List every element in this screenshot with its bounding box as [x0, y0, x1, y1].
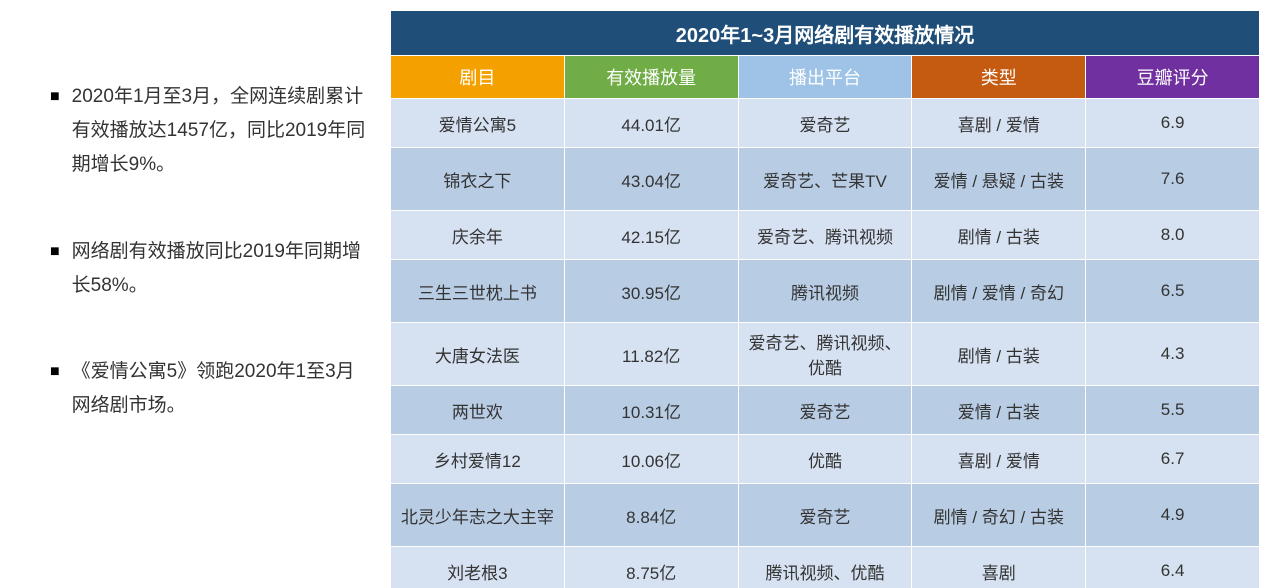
table-cell: 乡村爱情12	[391, 435, 565, 484]
table-cell: 刘老根3	[391, 547, 565, 588]
table-cell: 4.3	[1086, 323, 1260, 386]
table-cell: 43.04亿	[564, 148, 738, 211]
bullet-list: ■ 2020年1月至3月，全网连续剧累计有效播放达1457亿，同比2019年同期…	[0, 10, 390, 588]
table-cell: 10.06亿	[564, 435, 738, 484]
table-cell: 爱奇艺	[738, 99, 912, 148]
table-cell: 剧情 / 奇幻 / 古装	[912, 484, 1086, 547]
column-header: 有效播放量	[564, 56, 738, 99]
table-title: 2020年1~3月网络剧有效播放情况	[391, 11, 1260, 56]
bullet-text: 网络剧有效播放同比2019年同期增长58%。	[72, 235, 370, 303]
table-cell: 8.75亿	[564, 547, 738, 588]
table-row: 两世欢10.31亿爱奇艺爱情 / 古装5.5	[391, 386, 1260, 435]
table-cell: 42.15亿	[564, 211, 738, 260]
table-cell: 6.4	[1086, 547, 1260, 588]
table-cell: 爱奇艺	[738, 386, 912, 435]
table-cell: 剧情 / 古装	[912, 211, 1086, 260]
table-row: 锦衣之下43.04亿爱奇艺、芒果TV爱情 / 悬疑 / 古装7.6	[391, 148, 1260, 211]
table-cell: 大唐女法医	[391, 323, 565, 386]
table-row: 北灵少年志之大主宰8.84亿爱奇艺剧情 / 奇幻 / 古装4.9	[391, 484, 1260, 547]
column-header: 类型	[912, 56, 1086, 99]
table-header-row: 剧目有效播放量播出平台类型豆瓣评分	[391, 56, 1260, 99]
table-body: 爱情公寓544.01亿爱奇艺喜剧 / 爱情6.9锦衣之下43.04亿爱奇艺、芒果…	[391, 99, 1260, 588]
table-cell: 喜剧 / 爱情	[912, 99, 1086, 148]
square-bullet-icon: ■	[50, 235, 60, 269]
table-cell: 4.9	[1086, 484, 1260, 547]
table-cell: 11.82亿	[564, 323, 738, 386]
column-header: 豆瓣评分	[1086, 56, 1260, 99]
table-cell: 腾讯视频	[738, 260, 912, 323]
table-cell: 三生三世枕上书	[391, 260, 565, 323]
table-container: 2020年1~3月网络剧有效播放情况 剧目有效播放量播出平台类型豆瓣评分 爱情公…	[390, 10, 1280, 588]
table-cell: 爱情公寓5	[391, 99, 565, 148]
table-row: 大唐女法医11.82亿爱奇艺、腾讯视频、优酷剧情 / 古装4.3	[391, 323, 1260, 386]
table-cell: 6.7	[1086, 435, 1260, 484]
table-cell: 爱奇艺、腾讯视频、优酷	[738, 323, 912, 386]
table-cell: 8.84亿	[564, 484, 738, 547]
table-cell: 44.01亿	[564, 99, 738, 148]
table-title-row: 2020年1~3月网络剧有效播放情况	[391, 11, 1260, 56]
bullet-item: ■ 《爱情公寓5》领跑2020年1至3月网络剧市场。	[50, 355, 370, 423]
table-cell: 剧情 / 古装	[912, 323, 1086, 386]
webdrama-table: 2020年1~3月网络剧有效播放情况 剧目有效播放量播出平台类型豆瓣评分 爱情公…	[390, 10, 1260, 588]
table-cell: 剧情 / 爱情 / 奇幻	[912, 260, 1086, 323]
table-cell: 庆余年	[391, 211, 565, 260]
column-header: 剧目	[391, 56, 565, 99]
page-root: ■ 2020年1月至3月，全网连续剧累计有效播放达1457亿，同比2019年同期…	[0, 0, 1280, 588]
table-cell: 优酷	[738, 435, 912, 484]
table-row: 爱情公寓544.01亿爱奇艺喜剧 / 爱情6.9	[391, 99, 1260, 148]
table-row: 乡村爱情1210.06亿优酷喜剧 / 爱情6.7	[391, 435, 1260, 484]
table-cell: 6.5	[1086, 260, 1260, 323]
table-row: 庆余年42.15亿爱奇艺、腾讯视频剧情 / 古装8.0	[391, 211, 1260, 260]
bullet-text: 《爱情公寓5》领跑2020年1至3月网络剧市场。	[72, 355, 370, 423]
table-cell: 5.5	[1086, 386, 1260, 435]
bullet-item: ■ 2020年1月至3月，全网连续剧累计有效播放达1457亿，同比2019年同期…	[50, 80, 370, 183]
table-cell: 爱情 / 悬疑 / 古装	[912, 148, 1086, 211]
table-cell: 7.6	[1086, 148, 1260, 211]
table-cell: 30.95亿	[564, 260, 738, 323]
table-cell: 两世欢	[391, 386, 565, 435]
table-cell: 爱奇艺	[738, 484, 912, 547]
table-cell: 喜剧 / 爱情	[912, 435, 1086, 484]
table-row: 刘老根38.75亿腾讯视频、优酷喜剧6.4	[391, 547, 1260, 588]
square-bullet-icon: ■	[50, 80, 60, 114]
table-cell: 爱奇艺、芒果TV	[738, 148, 912, 211]
table-cell: 爱情 / 古装	[912, 386, 1086, 435]
column-header: 播出平台	[738, 56, 912, 99]
table-cell: 锦衣之下	[391, 148, 565, 211]
table-row: 三生三世枕上书30.95亿腾讯视频剧情 / 爱情 / 奇幻6.5	[391, 260, 1260, 323]
table-cell: 爱奇艺、腾讯视频	[738, 211, 912, 260]
table-cell: 8.0	[1086, 211, 1260, 260]
square-bullet-icon: ■	[50, 355, 60, 389]
table-cell: 喜剧	[912, 547, 1086, 588]
bullet-item: ■ 网络剧有效播放同比2019年同期增长58%。	[50, 235, 370, 303]
table-cell: 10.31亿	[564, 386, 738, 435]
table-cell: 北灵少年志之大主宰	[391, 484, 565, 547]
bullet-text: 2020年1月至3月，全网连续剧累计有效播放达1457亿，同比2019年同期增长…	[72, 80, 370, 183]
table-cell: 6.9	[1086, 99, 1260, 148]
table-cell: 腾讯视频、优酷	[738, 547, 912, 588]
